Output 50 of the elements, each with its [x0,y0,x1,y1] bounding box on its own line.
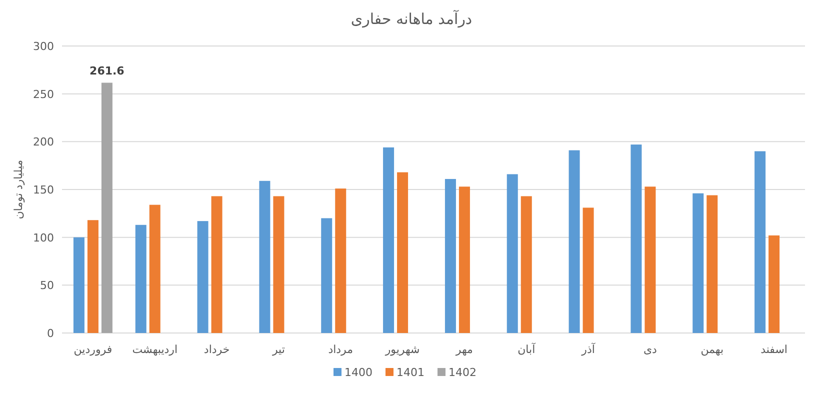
bar [397,172,408,333]
x-tick-label: مهر [454,343,474,356]
bar [706,195,718,333]
bar [335,188,346,333]
bar [644,186,656,333]
x-tick-label: فروردین [74,343,112,356]
bar [383,147,394,333]
bar [149,204,160,333]
y-tick-label: 100 [33,231,54,244]
x-tick-label: آبان [518,342,536,356]
data-label: 261.6 [90,64,125,78]
bar [568,150,580,333]
x-tick-label: آذر [580,342,596,356]
bar [692,193,704,333]
chart-title: درآمد ماهانه حفاری [350,9,472,28]
y-axis-title: میلیارد تومان [12,160,25,220]
bar [520,196,532,333]
x-tick-label: اسفند [760,343,788,356]
bar [754,151,766,333]
x-tick-label: تیر [271,343,285,356]
y-tick-label: 150 [33,184,54,196]
bar [458,186,470,333]
x-tick-label: خرداد [204,343,230,356]
bar [259,180,270,333]
bar [211,196,222,333]
x-tick-label: شهریور [384,343,420,356]
bar [273,196,284,333]
bar [73,237,84,333]
bar [197,221,208,333]
legend-label: 1402 [448,366,476,379]
bar [135,224,146,333]
y-tick-label: 200 [33,136,54,149]
legend-label: 1400 [344,366,372,379]
bar [444,178,456,333]
bar [87,220,98,333]
bar [768,235,780,333]
y-tick-label: 50 [40,279,54,292]
bar [101,82,112,333]
x-tick-label: مرداد [328,343,354,356]
bar [506,174,518,333]
bar [582,208,594,333]
x-tick-label: دی [643,343,658,356]
legend-label: 1401 [396,366,424,379]
y-tick-label: 300 [33,40,54,53]
x-tick-label: اردیبهشت [132,343,178,356]
y-tick-label: 250 [33,88,54,101]
x-tick-label: بهمن [700,343,724,356]
bar [321,218,332,333]
bar [630,144,642,333]
y-tick-label: 0 [47,327,54,340]
